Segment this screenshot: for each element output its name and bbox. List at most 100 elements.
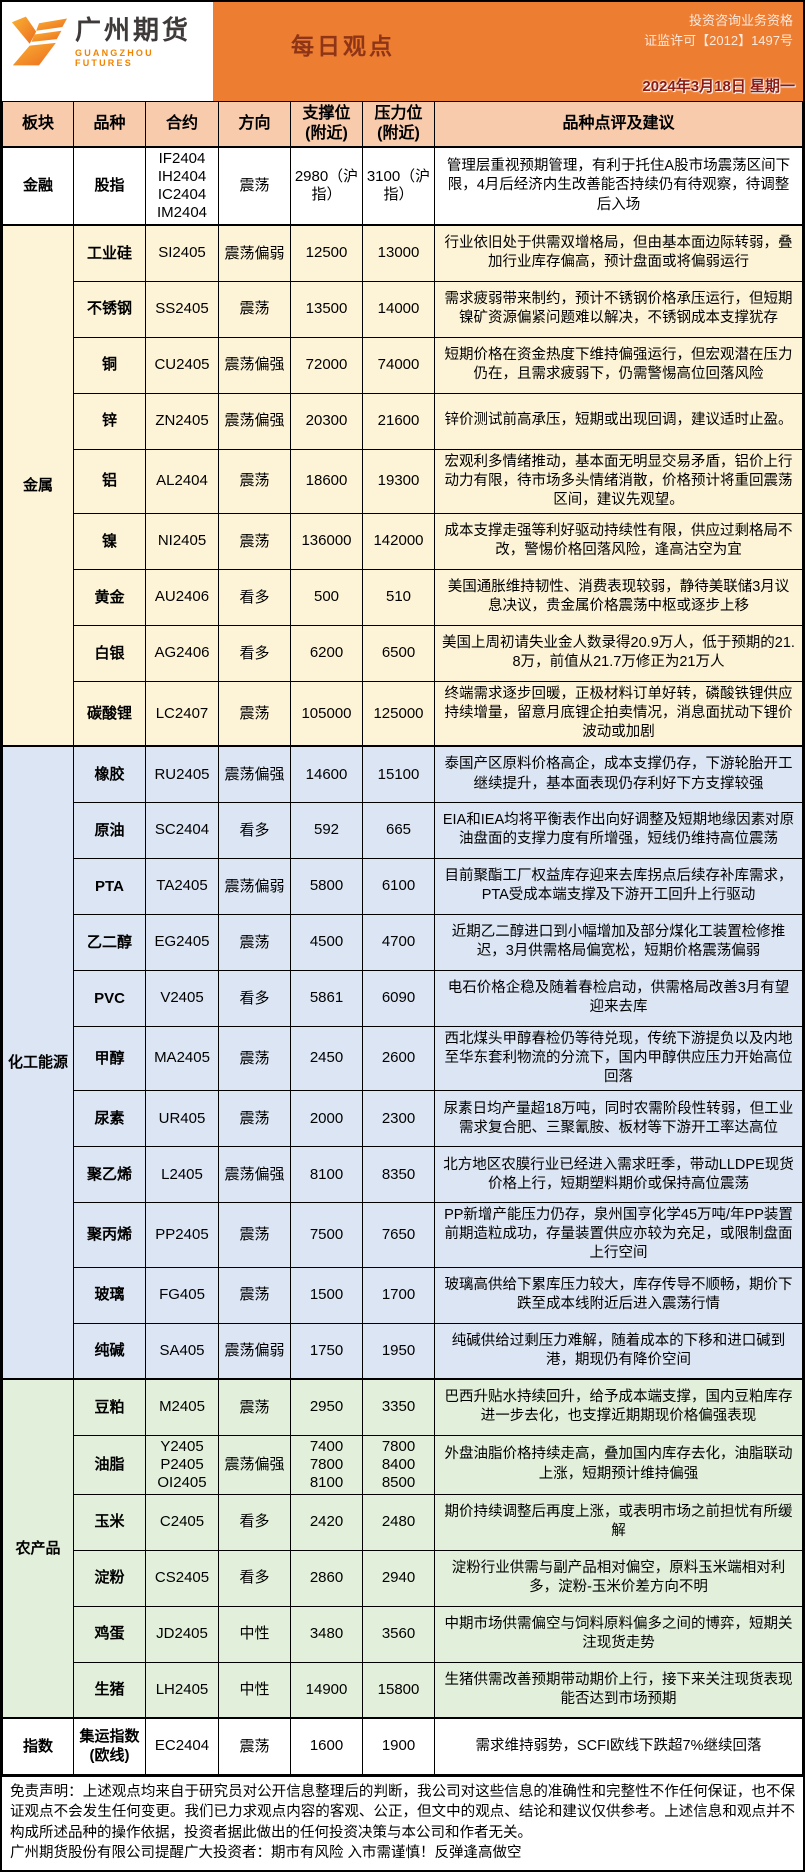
- support-cell: 13500: [290, 280, 363, 338]
- variety-cell: 锌: [73, 392, 146, 450]
- support-cell: 500: [290, 568, 363, 626]
- table-row: 金属 工业硅 SI2405 震荡偏弱 12500 13000 行业依旧处于供需双增格局，但由…: [2, 223, 803, 747]
- comment-cell: 成本支撑走强等利好驱动持续性有限，供应过剩格局不改，警惕价格回落风险，逢高沽空为…: [434, 512, 803, 570]
- col-header-support: 支撑位 (附近): [290, 101, 363, 148]
- comment-cell: 需求疲弱带来制约，预计不锈钢价格承压运行，但短期镍矿资源偏紧问题难以解决，不锈钢…: [434, 280, 803, 338]
- table-row: 化工能源 橡胶 RU2405 震荡偏强 14600 15100 泰国产区原料价格高企，成本支…: [2, 745, 803, 1380]
- direction-cell: 震荡偏强: [218, 336, 291, 394]
- support-cell: 14600: [290, 745, 363, 803]
- variety-cell: PTA: [73, 857, 146, 915]
- direction-cell: 看多: [218, 1493, 291, 1551]
- variety-cell: 白银: [73, 624, 146, 682]
- contract-cell: FG405: [145, 1266, 219, 1324]
- comment-cell: 行业依旧处于供需双增格局，但由基本面边际转弱，叠加行业库存偏高，预计盘面或将偏弱…: [434, 224, 803, 282]
- contract-cell: JD2405: [145, 1605, 219, 1663]
- pressure-cell: 19300: [362, 448, 435, 514]
- variety-cell: 铝: [73, 448, 146, 514]
- comment-cell: 需求维持弱势，SCFI欧线下跌超7%继续回落: [434, 1717, 803, 1775]
- pressure-cell: 7650: [362, 1202, 435, 1268]
- direction-cell: 看多: [218, 801, 291, 859]
- contract-cell: NI2405: [145, 512, 219, 570]
- pressure-cell: 3350: [362, 1378, 435, 1436]
- qualification-text: 投资咨询业务资格 证监许可【2012】1497号: [644, 11, 793, 51]
- variety-cell: 玻璃: [73, 1266, 146, 1324]
- table-row: 原油 SC2404 看多 592 665 EIA和IEA均将平衡表作出向好调整及短期地缘因…: [2, 801, 803, 859]
- comment-cell: 美国通胀维持韧性、消费表现较弱，静待美联储3月议息决议，贵金属价格震荡中枢或逐步…: [434, 568, 803, 626]
- contract-cell: Y2405 P2405 OI2405: [145, 1434, 219, 1495]
- table-row: 黄金 AU2406 看多 500 510 美国通胀维持韧性、消费表现较弱，静待美联储3月议…: [2, 568, 803, 626]
- direction-cell: 震荡偏弱: [218, 857, 291, 915]
- contract-cell: AG2406: [145, 624, 219, 682]
- table-row: 锌 ZN2405 震荡偏强 20300 21600 锌价测试前高承压，短期或出现回调，建议…: [2, 392, 803, 450]
- sector-cell: 金融: [2, 146, 74, 226]
- comment-cell: 尿素日均产量超18万吨，同时农需阶段性转弱，但工业需求复合肥、三聚氰胺、板材等下…: [434, 1090, 803, 1148]
- support-cell: 2420: [290, 1493, 363, 1551]
- comment-cell: PP新增产能压力仍存，泉州国亨化学45万吨/年PP装置前期造粒成功，存量装置供应…: [434, 1202, 803, 1268]
- variety-cell: PVC: [73, 969, 146, 1027]
- support-cell: 12500: [290, 224, 363, 282]
- comment-cell: 泰国产区原料价格高企，成本支撑仍存，下游轮胎开工继续提升，基本面表现仍存利好下方…: [434, 745, 803, 803]
- direction-cell: 震荡: [218, 512, 291, 570]
- direction-cell: 中性: [218, 1661, 291, 1719]
- support-cell: 2950: [290, 1378, 363, 1436]
- pressure-cell: 6500: [362, 624, 435, 682]
- page-title: 每日观点: [291, 33, 395, 59]
- table-row: 纯碱 SA405 震荡偏弱 1750 1950 纯碱供给过剩压力难解，随着成本的下移和进口…: [2, 1322, 803, 1380]
- orange-banner: 每日观点 投资咨询业务资格 证监许可【2012】1497号 2024年3月18日…: [213, 2, 803, 101]
- table-row: 甲醇 MA2405 震荡 2450 2600 西北煤头甲醇春检仍等待兑现，传统下游提负以及…: [2, 1025, 803, 1092]
- comment-cell: 目前聚酯工厂权益库存迎来去库拐点后续存补库需求，PTA受成本端支撑及下游开工回升…: [434, 857, 803, 915]
- contract-cell: CS2405: [145, 1549, 219, 1607]
- support-cell: 3480: [290, 1605, 363, 1663]
- pressure-cell: 510: [362, 568, 435, 626]
- support-cell: 5861: [290, 969, 363, 1027]
- contract-cell: PP2405: [145, 1202, 219, 1268]
- contract-cell: SA405: [145, 1322, 219, 1380]
- support-cell: 2860: [290, 1549, 363, 1607]
- support-cell: 4500: [290, 913, 363, 971]
- direction-cell: 震荡: [218, 1090, 291, 1148]
- comment-cell: 锌价测试前高承压，短期或出现回调，建议适时止盈。: [434, 392, 803, 450]
- pressure-cell: 3560: [362, 1605, 435, 1663]
- variety-cell: 黄金: [73, 568, 146, 626]
- direction-cell: 震荡偏强: [218, 1434, 291, 1495]
- pressure-cell: 14000: [362, 280, 435, 338]
- direction-cell: 震荡: [218, 146, 291, 226]
- table-row: 不锈钢 SS2405 震荡 13500 14000 需求疲弱带来制约，预计不锈钢价格承压运…: [2, 280, 803, 338]
- support-cell: 20300: [290, 392, 363, 450]
- direction-cell: 震荡偏弱: [218, 1322, 291, 1380]
- table-header-row: 板块 品种 合约 方向 支撑位 (附近) 压力位 (附近) 品种点评及建议: [2, 101, 803, 148]
- variety-cell: 玉米: [73, 1493, 146, 1551]
- contract-cell: IF2404 IH2404 IC2404 IM2404: [145, 146, 219, 226]
- contract-cell: M2405: [145, 1378, 219, 1436]
- comment-cell: 北方地区农膜行业已经进入需求旺季，带动LLDPE现货价格上行，短期塑料期价或保持…: [434, 1146, 803, 1204]
- sector-cell: 金属: [2, 223, 74, 747]
- support-cell: 14900: [290, 1661, 363, 1719]
- table-row: 碳酸锂 LC2407 震荡 105000 125000 终端需求逐步回暖，正极材料订单好转…: [2, 680, 803, 747]
- pressure-cell: 2600: [362, 1025, 435, 1092]
- comment-cell: 中期市场供需偏空与饲料原料偏多之间的博弈，短期关注现货走势: [434, 1605, 803, 1663]
- pressure-cell: 6100: [362, 857, 435, 915]
- pressure-cell: 125000: [362, 680, 435, 747]
- pressure-cell: 6090: [362, 969, 435, 1027]
- variety-cell: 聚丙烯: [73, 1202, 146, 1268]
- comment-cell: 纯碱供给过剩压力难解，随着成本的下移和进口碱到港，期现仍有降价空间: [434, 1322, 803, 1380]
- table-row: PTA TA2405 震荡偏弱 5800 6100 目前聚酯工厂权益库存迎来去库拐点后续存…: [2, 857, 803, 915]
- contract-cell: LC2407: [145, 680, 219, 747]
- contract-cell: EG2405: [145, 913, 219, 971]
- support-cell: 8100: [290, 1146, 363, 1204]
- variety-cell: 聚乙烯: [73, 1146, 146, 1204]
- company-name: 广州期货: [75, 15, 192, 45]
- variety-cell: 纯碱: [73, 1322, 146, 1380]
- pressure-cell: 665: [362, 801, 435, 859]
- contract-cell: C2405: [145, 1493, 219, 1551]
- variety-cell: 碳酸锂: [73, 680, 146, 747]
- support-cell: 6200: [290, 624, 363, 682]
- variety-cell: 镍: [73, 512, 146, 570]
- qualification-line2: 证监许可【2012】1497号: [644, 33, 793, 49]
- support-cell: 72000: [290, 336, 363, 394]
- direction-cell: 震荡: [218, 280, 291, 338]
- table-row: 金融 股指 IF2404 IH2404 IC2404 IM2404 震荡 2980（沪指…: [2, 146, 803, 226]
- contract-cell: EC2404: [145, 1717, 219, 1775]
- comment-cell: 期价持续调整后再度上涨，或表明市场之前担忧有所缓解: [434, 1493, 803, 1551]
- sector-cell: 农产品: [2, 1378, 74, 1719]
